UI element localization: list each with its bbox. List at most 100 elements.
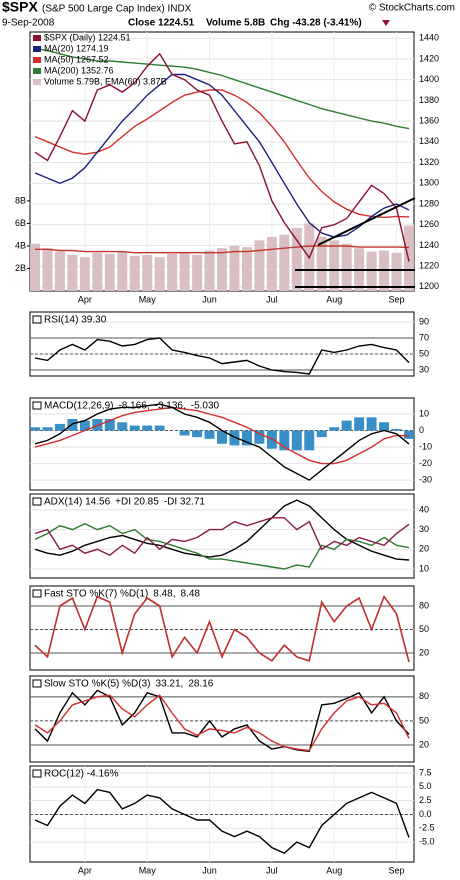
series-line [35, 245, 410, 254]
panel-frame [29, 397, 415, 491]
x-tick-label: Sep [389, 294, 405, 304]
legend-swatch [33, 57, 41, 63]
legend-label: 33.21, [156, 679, 184, 690]
symbol: $SPX [2, 0, 38, 15]
legend-swatch [32, 401, 42, 410]
bar [254, 240, 265, 291]
bar [92, 418, 103, 431]
date: 9-Sep-2008 [2, 18, 55, 29]
x-tick-label: Jul [266, 294, 278, 304]
panels: 1200 1220 1240 1260 1280 1300 1320 1340 1360 1380… [15, 31, 439, 875]
bar [204, 250, 215, 291]
bar [229, 245, 240, 291]
bar [316, 430, 327, 438]
y-tick-label: 1400 [419, 74, 439, 84]
bar [366, 417, 377, 431]
bar [217, 430, 227, 444]
bar [329, 240, 340, 291]
y2-tick-label: 2B [15, 263, 26, 273]
x-tick-label: Apr [78, 865, 92, 875]
y-tick-label: 0 [419, 425, 424, 435]
series-line [34, 52, 410, 262]
legend: ADX(14) 14.56 +DI 20.85 -DI 32.71 [32, 497, 205, 508]
bar [366, 251, 377, 291]
legend-swatch [33, 68, 41, 74]
y-tick-label: 1340 [419, 136, 439, 146]
y-tick-label: 50 [419, 348, 429, 358]
legend-label: 8.48 [181, 589, 201, 600]
bar [254, 430, 265, 444]
x-tick-label: Aug [326, 865, 342, 875]
bar [217, 248, 227, 291]
series-line [34, 517, 410, 557]
x-tick-label: May [139, 294, 157, 304]
y-tick-label: 1260 [419, 219, 439, 229]
change: Chg -43.28 (-3.41%) [270, 18, 362, 29]
bar [354, 417, 365, 431]
bar [129, 256, 140, 291]
y-tick-label: 30 [419, 524, 429, 534]
down-arrow [382, 20, 390, 26]
trendline [317, 197, 416, 246]
y-tick-label: 20 [419, 647, 429, 657]
bar [192, 430, 203, 438]
legend-swatch [33, 46, 41, 52]
y-tick-label: 1440 [419, 33, 439, 43]
bar [266, 236, 277, 291]
y-tick-label: 1380 [419, 95, 439, 105]
bar [129, 425, 140, 431]
volume: Volume 5.8B [206, 18, 265, 29]
legend-label: +DI 20.85 [115, 497, 159, 508]
x-tick-label: Jun [202, 294, 217, 304]
legend: ROC(12) -4.16% [32, 769, 119, 780]
close: Close 1224.51 [128, 18, 195, 29]
bar [154, 257, 165, 291]
series-line [34, 694, 410, 752]
x-tick-label: May [139, 865, 157, 875]
bar [391, 252, 402, 291]
y-tick-label: 5.0 [419, 781, 432, 791]
legend-label: RSI(14) 39.30 [44, 315, 107, 326]
bar [79, 420, 90, 431]
series-line [34, 337, 410, 375]
bar [142, 425, 153, 431]
legend: MACD(12,26,9) -8.166, -3.136, -5.030 [32, 401, 220, 412]
legend-swatch [33, 79, 41, 85]
panel-frame [29, 493, 415, 579]
bar [167, 253, 178, 291]
y2-tick-label: 4B [15, 240, 26, 250]
x-tick-label: Jul [266, 865, 278, 875]
credit: © StockCharts.com [369, 3, 455, 14]
legend-swatch [32, 679, 42, 688]
bar [179, 430, 190, 436]
y-tick-label: 80 [419, 600, 429, 610]
bar [42, 248, 53, 291]
y-tick-label: 7.5 [419, 767, 432, 777]
y-tick-label: 80 [419, 691, 429, 701]
y-tick-label: 20 [419, 544, 429, 554]
bar [54, 423, 65, 431]
bar [30, 243, 40, 291]
legend-swatch [32, 315, 42, 324]
bar [117, 422, 128, 431]
series-line [34, 47, 410, 130]
bar [142, 254, 153, 291]
y-tick-label: 50 [419, 715, 429, 725]
legend: RSI(14) 39.30 [32, 315, 107, 326]
x-tick-label: Aug [326, 294, 342, 304]
legend-label: 28.16 [188, 679, 213, 690]
legend-label: ROC(12) -4.16% [44, 769, 119, 780]
series-line [34, 73, 410, 238]
y-tick-label: 1240 [419, 240, 439, 250]
y-tick-label: 1280 [419, 198, 439, 208]
bar [291, 430, 302, 451]
y-tick-label: 2.5 [419, 795, 432, 805]
x-tick-label: Apr [78, 294, 92, 304]
y-tick-label: 40 [419, 504, 429, 514]
legend-label: 8.48, [153, 589, 175, 600]
legend-label: ADX(14) 14.56 [44, 497, 111, 508]
bar [341, 420, 352, 431]
bar [104, 253, 115, 291]
series-line [34, 406, 410, 465]
